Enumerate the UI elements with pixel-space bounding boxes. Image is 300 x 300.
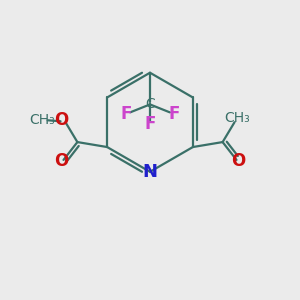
Text: O: O bbox=[54, 152, 69, 170]
Text: F: F bbox=[144, 115, 156, 133]
Text: F: F bbox=[168, 105, 179, 123]
Text: N: N bbox=[142, 163, 158, 181]
Text: C: C bbox=[145, 98, 155, 111]
Text: O: O bbox=[54, 111, 69, 129]
Text: O: O bbox=[231, 152, 246, 170]
Text: F: F bbox=[121, 105, 132, 123]
Text: CH₃: CH₃ bbox=[225, 111, 250, 125]
Text: CH₃: CH₃ bbox=[29, 113, 55, 127]
